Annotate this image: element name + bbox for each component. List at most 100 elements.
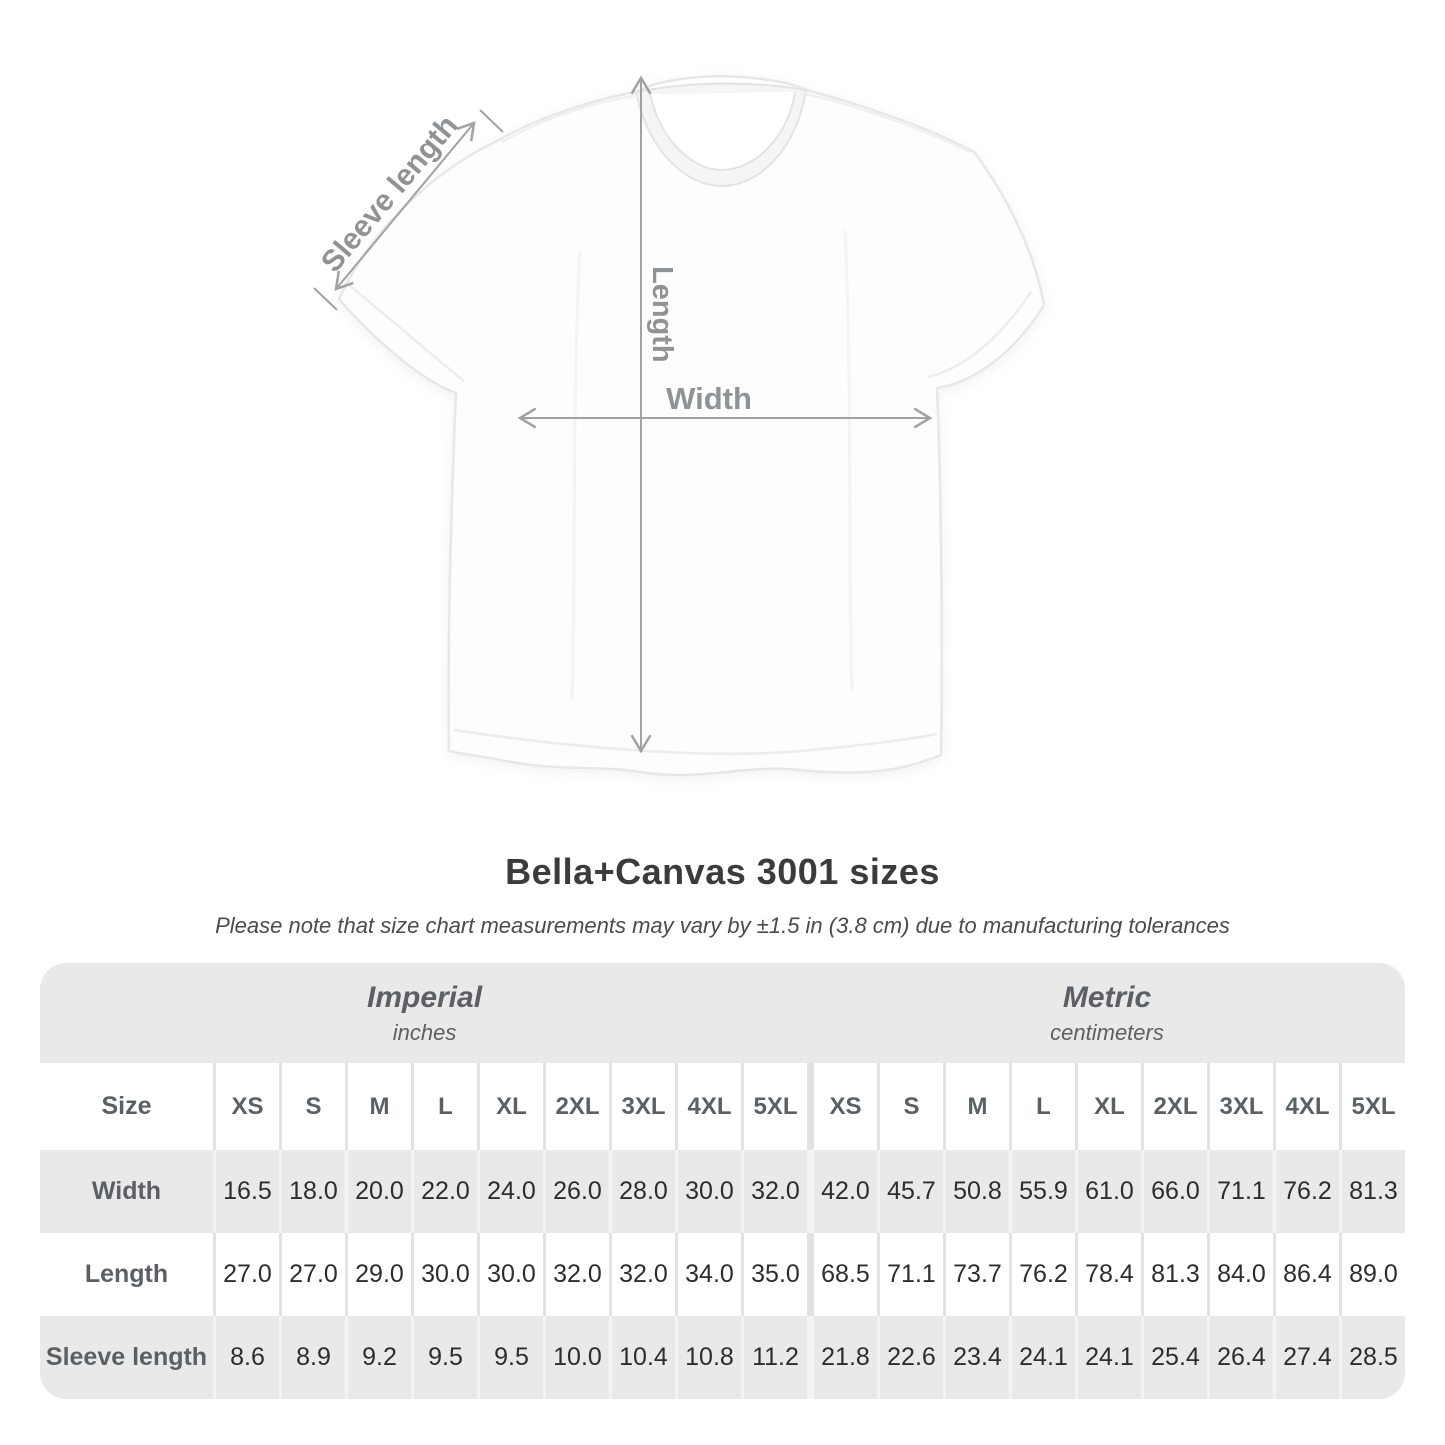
value-cell: 9.2 xyxy=(345,1316,411,1399)
shoulder-seam-left xyxy=(501,93,641,144)
value-cell: 30.0 xyxy=(477,1233,543,1316)
value-cell: 9.5 xyxy=(477,1316,543,1399)
value-cell: 35.0 xyxy=(741,1233,807,1316)
unit-header-band: Imperial inches Metric centimeters xyxy=(40,963,1405,1063)
row-label: Sleeve length xyxy=(45,1343,208,1371)
measurement-row: Length 27.0 27.0 29.0 30.0 30.0 32.0 32.0 34.0 35… xyxy=(40,1233,1405,1316)
value-cell: 11.2 xyxy=(741,1316,807,1399)
value-cell: 24.0 xyxy=(477,1150,543,1233)
row-label: Width xyxy=(91,1177,162,1205)
value-cell: 9.5 xyxy=(411,1316,477,1399)
measurement-arrows xyxy=(313,75,933,754)
value-cell: 78.4 xyxy=(1075,1233,1141,1316)
value-cell: 16.5 xyxy=(213,1150,279,1233)
size-col-header: S xyxy=(279,1063,345,1150)
value-cell: 30.0 xyxy=(411,1233,477,1316)
value-cell: 29.0 xyxy=(345,1233,411,1316)
sleeve-end-tick xyxy=(479,109,504,133)
value-cell: 27.0 xyxy=(279,1233,345,1316)
value-cell: 28.0 xyxy=(609,1150,675,1233)
size-grid: Size XS S M L XL 2XL 3XL 4XL 5XL XS S M L XL 2XL 3XL 4XL 5… xyxy=(40,1063,1405,1399)
value-cell: 32.0 xyxy=(543,1233,609,1316)
size-col-header: M xyxy=(943,1063,1009,1150)
size-header-row: Size XS S M L XL 2XL 3XL 4XL 5XL XS S M L XL 2XL 3XL 4XL 5… xyxy=(40,1063,1405,1150)
value-cell: 22.0 xyxy=(411,1150,477,1233)
unit-group-imperial: Imperial inches xyxy=(40,963,809,1063)
value-cell: 89.0 xyxy=(1339,1233,1405,1316)
size-col-header: 5XL xyxy=(741,1063,807,1150)
size-col-header: 4XL xyxy=(675,1063,741,1150)
value-cell: 8.9 xyxy=(279,1316,345,1399)
value-cell: 27.4 xyxy=(1273,1316,1339,1399)
imperial-unit: inches xyxy=(392,1019,457,1045)
value-cell: 24.1 xyxy=(1075,1316,1141,1399)
measurement-row: Sleeve length 8.6 8.9 9.2 9.5 9.5 10.0 10.4 10.8… xyxy=(40,1316,1405,1399)
size-col-header: XL xyxy=(1075,1063,1141,1150)
value-cell: 68.5 xyxy=(807,1233,877,1316)
width-label: Width xyxy=(666,381,752,416)
size-col-header: 3XL xyxy=(609,1063,675,1150)
value-cell: 32.0 xyxy=(609,1233,675,1316)
value-cell: 86.4 xyxy=(1273,1233,1339,1316)
size-col-header: 2XL xyxy=(1141,1063,1207,1150)
size-col-header: L xyxy=(411,1063,477,1150)
value-cell: 66.0 xyxy=(1141,1150,1207,1233)
value-cell: 10.0 xyxy=(543,1316,609,1399)
value-cell: 61.0 xyxy=(1075,1150,1141,1233)
value-cell: 23.4 xyxy=(943,1316,1009,1399)
size-col-header: XL xyxy=(477,1063,543,1150)
size-col-header: M xyxy=(345,1063,411,1150)
value-cell: 55.9 xyxy=(1009,1150,1075,1233)
collar-rib xyxy=(649,91,796,172)
fabric-fold xyxy=(843,229,854,691)
tolerance-note: Please note that size chart measurements… xyxy=(215,913,1230,938)
value-cell: 20.0 xyxy=(345,1150,411,1233)
value-cell: 73.7 xyxy=(943,1233,1009,1316)
value-cell: 84.0 xyxy=(1207,1233,1273,1316)
value-cell: 22.6 xyxy=(877,1316,943,1399)
value-cell: 76.2 xyxy=(1009,1233,1075,1316)
measurement-row: Width 16.5 18.0 20.0 22.0 24.0 26.0 28.0 30.0 32.… xyxy=(40,1150,1405,1233)
value-cell: 34.0 xyxy=(675,1233,741,1316)
cuff-seam-right xyxy=(927,291,1033,379)
size-col-header: XS xyxy=(213,1063,279,1150)
value-cell: 71.1 xyxy=(1207,1150,1273,1233)
row-label: Length xyxy=(84,1260,169,1288)
value-cell: 30.0 xyxy=(675,1150,741,1233)
value-cell: 27.0 xyxy=(213,1233,279,1316)
sleeve-end-tick xyxy=(313,287,338,311)
sleeve-length-arrow xyxy=(334,121,476,291)
value-cell: 45.7 xyxy=(877,1150,943,1233)
metric-unit: centimeters xyxy=(1050,1019,1164,1045)
size-table: Imperial inches Metric centimeters Size X… xyxy=(40,963,1405,1399)
value-cell: 21.8 xyxy=(807,1316,877,1399)
cuff-seam-left xyxy=(349,285,465,382)
value-cell: 10.8 xyxy=(675,1316,741,1399)
tshirt-graphic xyxy=(337,74,1046,777)
size-col-header: 2XL xyxy=(543,1063,609,1150)
tshirt-outline xyxy=(337,74,1046,777)
value-cell: 42.0 xyxy=(807,1150,877,1233)
metric-heading: Metric xyxy=(1062,980,1152,1014)
size-col-header: 4XL xyxy=(1273,1063,1339,1150)
value-cell: 25.4 xyxy=(1141,1316,1207,1399)
value-cell: 28.5 xyxy=(1339,1316,1405,1399)
size-col-header: XS xyxy=(807,1063,877,1150)
value-cell: 10.4 xyxy=(609,1316,675,1399)
value-cell: 71.1 xyxy=(877,1233,943,1316)
value-cell: 76.2 xyxy=(1273,1150,1339,1233)
corner-label: Size xyxy=(101,1092,152,1120)
size-col-header: S xyxy=(877,1063,943,1150)
size-col-header: L xyxy=(1009,1063,1075,1150)
value-cell: 24.1 xyxy=(1009,1316,1075,1399)
length-label: Length xyxy=(646,266,678,363)
value-cell: 32.0 xyxy=(741,1150,807,1233)
fabric-fold xyxy=(570,249,582,701)
hem-seam xyxy=(453,728,938,756)
value-cell: 26.4 xyxy=(1207,1316,1273,1399)
imperial-heading: Imperial xyxy=(366,980,483,1014)
page-title: Bella+Canvas 3001 sizes xyxy=(505,851,940,892)
value-cell: 81.3 xyxy=(1339,1150,1405,1233)
value-cell: 26.0 xyxy=(543,1150,609,1233)
